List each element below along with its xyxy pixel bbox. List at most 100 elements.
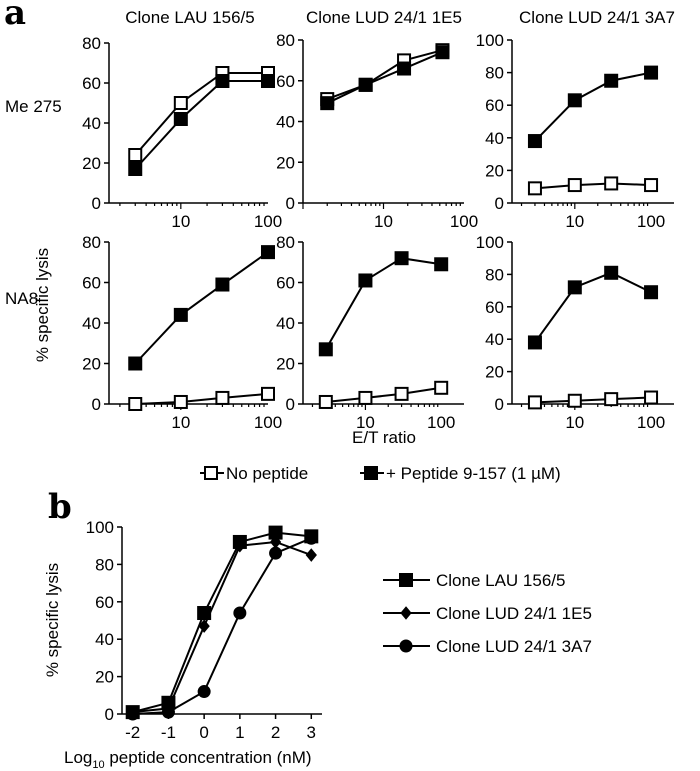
data-point [261, 245, 275, 260]
x-tick-label: 10 [171, 413, 190, 432]
y-tick-label: 40 [95, 630, 114, 649]
data-point [567, 393, 582, 408]
y-tick-label: 80 [95, 555, 114, 574]
plot-1: 0 20 40 60 80 10 100 [82, 34, 282, 231]
series-line [132, 537, 312, 715]
data-point [215, 74, 230, 88]
data-point [527, 181, 542, 196]
y-tick-label: 20 [82, 355, 101, 374]
y-tick-label: 80 [82, 34, 101, 53]
x-tick-label: 100 [254, 413, 282, 432]
x-tick-label: 100 [427, 413, 455, 432]
plot-3: 0 20 40 60 80 100 10 100 [476, 31, 674, 231]
y-tick-label: 100 [86, 518, 114, 537]
data-point [644, 65, 659, 80]
series-line [534, 71, 652, 142]
plot-7: 0 20 40 60 80 100 -2 -1 0 1 2 3 [86, 518, 322, 742]
series-line [534, 182, 652, 190]
series-line [132, 531, 312, 714]
y-tick-label: 80 [485, 265, 504, 284]
data-point [126, 707, 140, 721]
x-tick-label: 100 [254, 212, 282, 231]
x-tick-label: 10 [356, 413, 375, 432]
data-point [128, 397, 143, 411]
data-point [358, 77, 373, 92]
x-tick-label: -1 [161, 723, 176, 742]
y-tick-label: 0 [92, 194, 101, 213]
data-point [234, 538, 246, 553]
y-tick-label: 60 [485, 96, 504, 115]
series-line [324, 257, 442, 350]
y-tick-label: 20 [485, 161, 504, 180]
data-point [173, 112, 188, 126]
x-tick-label: 1 [235, 723, 244, 742]
y-tick-label: 80 [485, 64, 504, 83]
data-point [434, 257, 449, 272]
y-tick-label: 40 [276, 314, 295, 333]
x-tick-label: 3 [307, 723, 316, 742]
series-line [134, 72, 268, 156]
data-point [644, 390, 659, 405]
data-point [434, 380, 449, 395]
data-point [161, 705, 175, 719]
data-point [128, 148, 143, 162]
legend-label-peptide: + Peptide 9-157 (1 µM) [386, 464, 561, 483]
row-label-me275: Me 275 [5, 97, 62, 116]
data-point [318, 394, 333, 409]
data-point [261, 386, 275, 401]
series-line [132, 540, 312, 714]
y-tick-label: 20 [276, 355, 295, 374]
x-tick-label: 10 [565, 212, 584, 231]
data-point [604, 176, 619, 191]
series-line [534, 271, 652, 344]
y-tick-label: 40 [485, 129, 504, 148]
row-label-na8: NA8 [5, 289, 38, 308]
legend-marker [399, 639, 413, 653]
data-point [261, 74, 275, 88]
data-point [128, 162, 143, 176]
panel-b-x-axis-label: Log10 peptide concentration (nM) [64, 748, 312, 771]
y-tick-label: 0 [286, 194, 295, 213]
data-point [567, 178, 582, 193]
y-tick-label: 0 [286, 395, 295, 414]
series-line [326, 51, 443, 105]
panel-a-x-axis-label: E/T ratio [352, 428, 416, 447]
data-point [173, 307, 188, 322]
y-tick-label: 20 [95, 668, 114, 687]
y-tick-label: 100 [476, 31, 504, 50]
y-tick-label: 20 [485, 363, 504, 382]
legend-marker [400, 606, 412, 620]
data-point [197, 685, 211, 699]
data-point [527, 335, 542, 350]
panel-a-y-axis-label: % specific lysis [33, 248, 52, 362]
y-tick-label: 40 [82, 114, 101, 133]
data-point [173, 96, 188, 110]
x-tick-label: -2 [125, 723, 140, 742]
plot-4: 0 20 40 60 80 10 100 [82, 233, 282, 432]
legend-marker [399, 573, 413, 587]
data-point [305, 548, 317, 562]
x-tick-label: 0 [199, 723, 208, 742]
data-point [435, 45, 450, 60]
x-tick-label: 10 [565, 413, 584, 432]
legend-marker-open-square [204, 466, 218, 480]
data-point [128, 356, 143, 371]
data-point [269, 546, 283, 560]
data-point [215, 277, 230, 292]
y-tick-label: 0 [495, 395, 504, 414]
data-point [394, 251, 409, 266]
series-line [326, 49, 443, 101]
y-tick-label: 40 [485, 330, 504, 349]
y-tick-label: 80 [276, 31, 295, 50]
series-line [134, 251, 269, 365]
series-line [134, 80, 268, 170]
x-tick-label: 2 [271, 723, 280, 742]
title-clone-lud-24-1-1e5: Clone LUD 24/1 1E5 [306, 8, 462, 27]
y-tick-label: 40 [82, 314, 101, 333]
series-line [135, 392, 269, 405]
data-point [198, 619, 210, 633]
plot-2: 0 20 40 60 80 10 100 [276, 31, 478, 231]
y-tick-label: 20 [276, 153, 295, 172]
series-line [325, 386, 442, 403]
